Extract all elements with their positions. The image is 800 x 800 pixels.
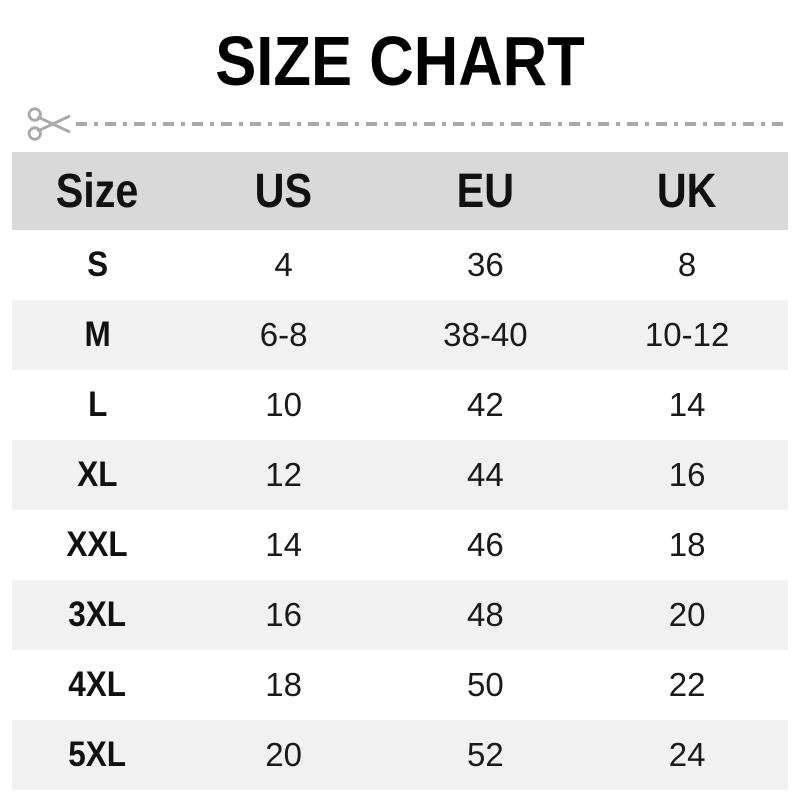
size-label-cell: M bbox=[12, 300, 183, 370]
page-title-text: SIZE CHART bbox=[215, 22, 585, 100]
cell-text: 48 bbox=[466, 596, 504, 633]
table-row: 4XL 18 50 22 bbox=[12, 650, 788, 720]
column-header-eu-label: EU bbox=[456, 164, 515, 218]
eu-value-cell: 38-40 bbox=[384, 300, 586, 370]
eu-value-cell: 44 bbox=[384, 440, 586, 510]
cell-text: 12 bbox=[265, 456, 302, 493]
cell-text: 42 bbox=[466, 386, 504, 423]
size-label-cell: XXL bbox=[12, 510, 183, 580]
cell-text: 3XL bbox=[68, 595, 127, 634]
size-label-cell: 5XL bbox=[12, 720, 183, 790]
eu-value-cell: 50 bbox=[384, 650, 586, 720]
column-header-eu: EU bbox=[384, 152, 587, 230]
eu-value-cell: 52 bbox=[384, 720, 586, 790]
cell-text: 46 bbox=[466, 526, 504, 563]
dashed-cut-line bbox=[76, 122, 790, 126]
cell-text: 20 bbox=[265, 736, 302, 773]
cell-text: 52 bbox=[466, 736, 504, 773]
column-header-uk: UK bbox=[586, 152, 788, 230]
eu-value-cell: 48 bbox=[384, 580, 586, 650]
eu-value-cell: 42 bbox=[384, 370, 586, 440]
cell-text: 44 bbox=[466, 456, 504, 493]
table-header: Size US EU UK bbox=[12, 152, 788, 230]
uk-value-cell: 20 bbox=[586, 580, 788, 650]
cell-text: 38-40 bbox=[443, 316, 528, 353]
us-value-cell: 6-8 bbox=[183, 300, 385, 370]
cell-text: 8 bbox=[677, 246, 697, 283]
page-title: SIZE CHART bbox=[0, 26, 800, 96]
table-row: S 4 36 8 bbox=[12, 230, 788, 300]
table-row: XXL 14 46 18 bbox=[12, 510, 788, 580]
table-row: L 10 42 14 bbox=[12, 370, 788, 440]
us-value-cell: 20 bbox=[183, 720, 385, 790]
cell-text: S bbox=[86, 245, 108, 284]
column-header-us: US bbox=[182, 152, 385, 230]
uk-value-cell: 16 bbox=[586, 440, 788, 510]
us-value-cell: 14 bbox=[183, 510, 385, 580]
size-table-body: S 4 36 8 M 6-8 38-40 10-12 L 10 42 14 XL 12 44 16 XXL 14 4… bbox=[12, 230, 788, 790]
scissors-icon bbox=[27, 107, 71, 141]
cell-text: 16 bbox=[265, 596, 302, 633]
size-label-cell: 4XL bbox=[12, 650, 183, 720]
us-value-cell: 18 bbox=[183, 650, 385, 720]
column-header-uk-label: UK bbox=[657, 164, 717, 218]
eu-value-cell: 36 bbox=[384, 230, 586, 300]
cell-text: L bbox=[87, 385, 107, 424]
table-row: 5XL 20 52 24 bbox=[12, 720, 788, 790]
us-value-cell: 16 bbox=[183, 580, 385, 650]
size-label-cell: XL bbox=[12, 440, 183, 510]
size-label-cell: L bbox=[12, 370, 183, 440]
cell-text: 4 bbox=[274, 246, 293, 283]
column-header-size: Size bbox=[12, 152, 183, 230]
uk-value-cell: 14 bbox=[586, 370, 788, 440]
uk-value-cell: 10-12 bbox=[586, 300, 788, 370]
column-header-size-label: Size bbox=[56, 164, 139, 218]
cell-text: 18 bbox=[668, 526, 706, 563]
cell-text: 10 bbox=[265, 386, 302, 423]
table-row: 3XL 16 48 20 bbox=[12, 580, 788, 650]
us-value-cell: 12 bbox=[183, 440, 385, 510]
header-row: Size US EU UK bbox=[12, 152, 788, 230]
cell-text: 20 bbox=[668, 596, 706, 633]
us-value-cell: 4 bbox=[183, 230, 385, 300]
cell-text: 16 bbox=[668, 456, 706, 493]
cell-text: 14 bbox=[265, 526, 302, 563]
cell-text: 14 bbox=[668, 386, 706, 423]
cell-text: 24 bbox=[668, 736, 706, 773]
size-label-cell: 3XL bbox=[12, 580, 183, 650]
cell-text: XXL bbox=[66, 525, 128, 564]
cell-text: 36 bbox=[466, 246, 504, 283]
table-row: XL 12 44 16 bbox=[12, 440, 788, 510]
cell-text: XL bbox=[77, 455, 118, 494]
cell-text: 18 bbox=[265, 666, 302, 703]
us-value-cell: 10 bbox=[183, 370, 385, 440]
uk-value-cell: 24 bbox=[586, 720, 788, 790]
column-header-us-label: US bbox=[254, 164, 313, 218]
cell-text: 10-12 bbox=[644, 316, 730, 353]
cell-text: 6-8 bbox=[259, 316, 308, 353]
size-chart-table: Size US EU UK S 4 36 8 M 6-8 38-40 10-12 L 10 42 14… bbox=[12, 152, 788, 790]
cell-text: 5XL bbox=[68, 735, 127, 774]
cut-line bbox=[26, 104, 790, 144]
eu-value-cell: 46 bbox=[384, 510, 586, 580]
uk-value-cell: 22 bbox=[586, 650, 788, 720]
uk-value-cell: 8 bbox=[586, 230, 788, 300]
cell-text: 22 bbox=[668, 666, 706, 703]
cell-text: 50 bbox=[466, 666, 504, 703]
table-row: M 6-8 38-40 10-12 bbox=[12, 300, 788, 370]
cell-text: M bbox=[84, 315, 111, 354]
uk-value-cell: 18 bbox=[586, 510, 788, 580]
cell-text: 4XL bbox=[68, 665, 127, 704]
size-label-cell: S bbox=[12, 230, 183, 300]
